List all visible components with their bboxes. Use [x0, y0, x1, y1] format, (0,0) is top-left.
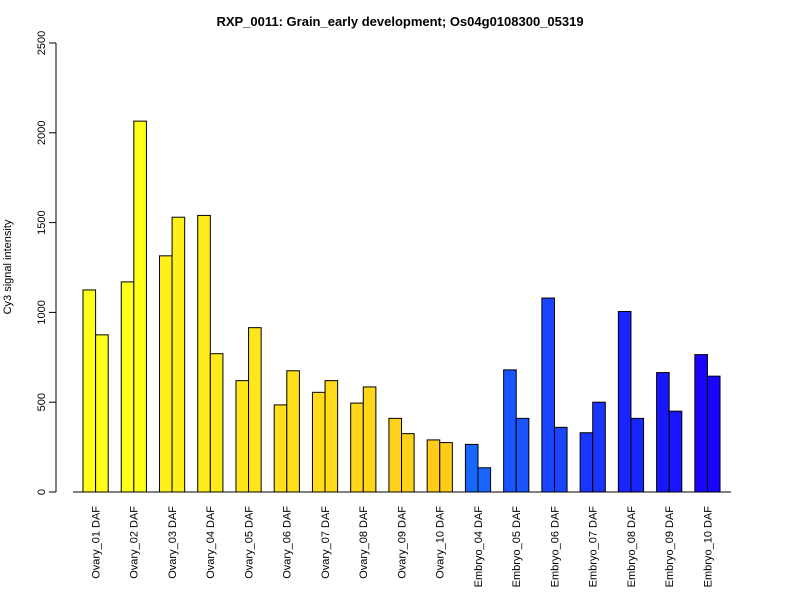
y-tick-label: 0 — [36, 489, 48, 495]
y-tick-label: 1000 — [36, 300, 48, 324]
bar — [388, 417, 403, 493]
category-labels: Ovary_01 DAF Ovary_02 DAF Ovary_03 DAF Ovar… — [90, 506, 714, 588]
x-tick-label: Ovary_06 DAF — [282, 506, 294, 579]
x-tick-label: Embryo_07 DAF — [588, 506, 600, 588]
chart-title: RXP_0011: Grain_early development; Os04g… — [216, 14, 583, 29]
bar — [158, 255, 173, 493]
x-tick-label: Ovary_03 DAF — [167, 506, 179, 579]
x-tick-label: Ovary_07 DAF — [320, 506, 332, 579]
bar — [515, 417, 530, 493]
bar — [541, 297, 555, 493]
y-axis: 0 500 1000 1500 2000 2500 — [36, 31, 57, 495]
bar — [197, 214, 211, 493]
x-tick-label: Embryo_04 DAF — [473, 506, 485, 588]
x-tick-label: Ovary_09 DAF — [396, 506, 408, 579]
bar — [706, 375, 721, 493]
bar — [656, 372, 670, 493]
x-tick-label: Embryo_09 DAF — [664, 506, 676, 588]
x-tick-label: Embryo_08 DAF — [626, 506, 638, 588]
bar — [324, 380, 339, 493]
y-axis-label: Cy3 signal intensity — [2, 219, 14, 314]
x-tick-label: Ovary_05 DAF — [243, 506, 255, 579]
bar — [426, 439, 441, 493]
bar — [592, 401, 606, 493]
bar — [248, 327, 262, 493]
bar — [209, 353, 224, 493]
bar — [553, 426, 568, 493]
x-tick-label: Ovary_10 DAF — [435, 506, 447, 579]
bar — [579, 432, 594, 493]
bar — [133, 120, 147, 493]
bar — [311, 391, 326, 493]
x-tick-label: Embryo_10 DAF — [702, 506, 714, 588]
bar — [668, 410, 683, 493]
bar — [503, 369, 517, 493]
y-tick-label: 2500 — [36, 31, 48, 55]
bar — [273, 404, 288, 493]
x-tick-label: Ovary_08 DAF — [358, 506, 370, 579]
x-tick-label: Ovary_02 DAF — [129, 506, 141, 579]
bar — [362, 386, 377, 493]
bar — [464, 443, 479, 493]
y-tick-label: 2000 — [36, 121, 48, 145]
bar — [694, 354, 708, 493]
bar — [235, 380, 250, 493]
bar — [439, 442, 453, 493]
bar — [82, 289, 97, 493]
bar — [630, 417, 645, 493]
y-tick-label: 1500 — [36, 210, 48, 234]
x-tick-label: Ovary_04 DAF — [205, 506, 217, 579]
bar — [120, 281, 135, 493]
bars-group — [82, 120, 721, 493]
bar — [477, 467, 492, 493]
bar — [350, 402, 364, 493]
bar — [401, 433, 415, 493]
bar — [286, 370, 300, 493]
y-tick-label: 500 — [36, 393, 48, 411]
bar — [171, 216, 186, 493]
x-tick-label: Embryo_06 DAF — [549, 506, 561, 588]
bar — [617, 311, 632, 493]
bar — [95, 334, 109, 493]
x-tick-label: Embryo_05 DAF — [511, 506, 523, 588]
x-tick-label: Ovary_01 DAF — [90, 506, 102, 579]
